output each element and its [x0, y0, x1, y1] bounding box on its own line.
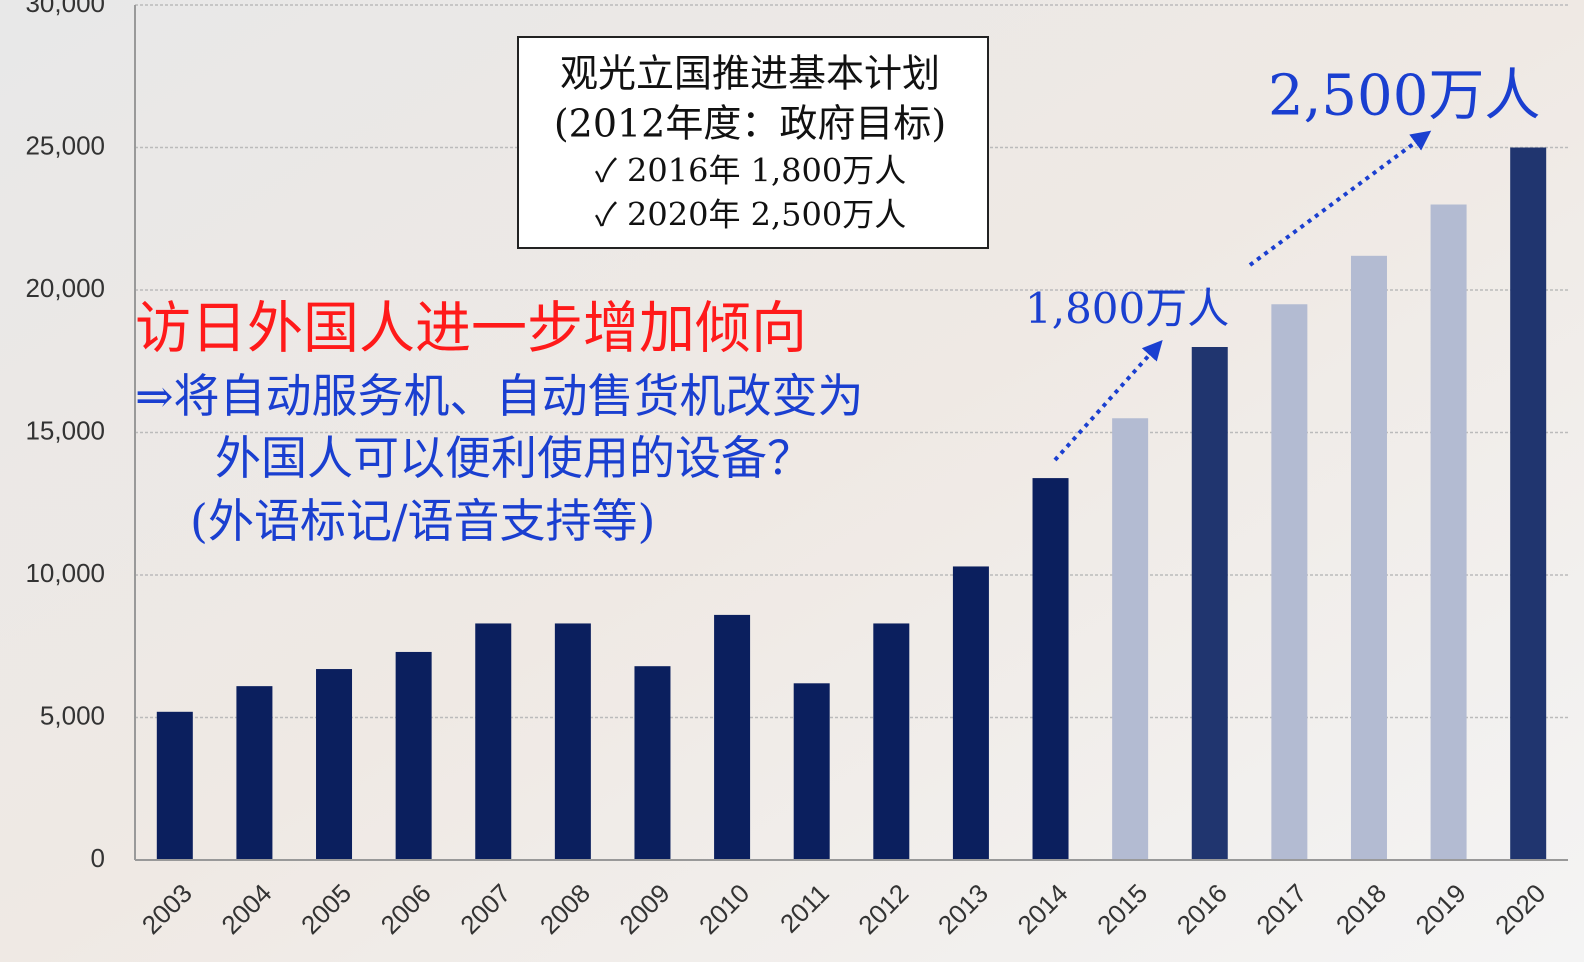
bar: [1351, 256, 1387, 860]
bar: [1431, 205, 1467, 861]
y-tick-label: 15,000: [25, 415, 105, 445]
bar: [1271, 304, 1307, 860]
subtext: (外语标记/语音支持等): [190, 494, 655, 548]
y-tick-label: 0: [91, 843, 105, 873]
bar: [157, 712, 193, 860]
bar: [396, 652, 432, 860]
bar: [236, 686, 272, 860]
bar: [1510, 148, 1546, 861]
target-label: 1,800万人: [1025, 284, 1229, 333]
chart: 05,00010,00015,00020,00025,00030,0002003…: [0, 0, 1584, 962]
target-label: 2,500万人: [1268, 64, 1540, 129]
y-tick-label: 30,000: [25, 0, 105, 18]
bar: [714, 615, 750, 860]
bar: [953, 566, 989, 860]
bar: [316, 669, 352, 860]
bar: [475, 623, 511, 860]
y-tick-label: 5,000: [40, 700, 105, 730]
y-tick-label: 25,000: [25, 130, 105, 160]
plan-item: ✓ 2016年 1,800万人: [595, 152, 906, 190]
y-tick-label: 20,000: [25, 273, 105, 303]
bar: [1112, 418, 1148, 860]
plan-item: ✓ 2020年 2,500万人: [595, 196, 906, 234]
plan-subtitle: (2012年度：政府目标): [554, 102, 946, 146]
plan-title: 观光立国推进基本计划: [560, 52, 940, 96]
bar: [794, 683, 830, 860]
bar: [1033, 478, 1069, 860]
bar: [634, 666, 670, 860]
y-tick-label: 10,000: [25, 558, 105, 588]
headline: 访日外国人进一步增加倾向: [135, 297, 807, 362]
subtext: ⇒将自动服务机、自动售货机改变为: [135, 369, 864, 423]
bar: [1192, 347, 1228, 860]
bar: [555, 623, 591, 860]
subtext: 外国人可以便利使用的设备？: [215, 431, 813, 485]
bar: [873, 623, 909, 860]
